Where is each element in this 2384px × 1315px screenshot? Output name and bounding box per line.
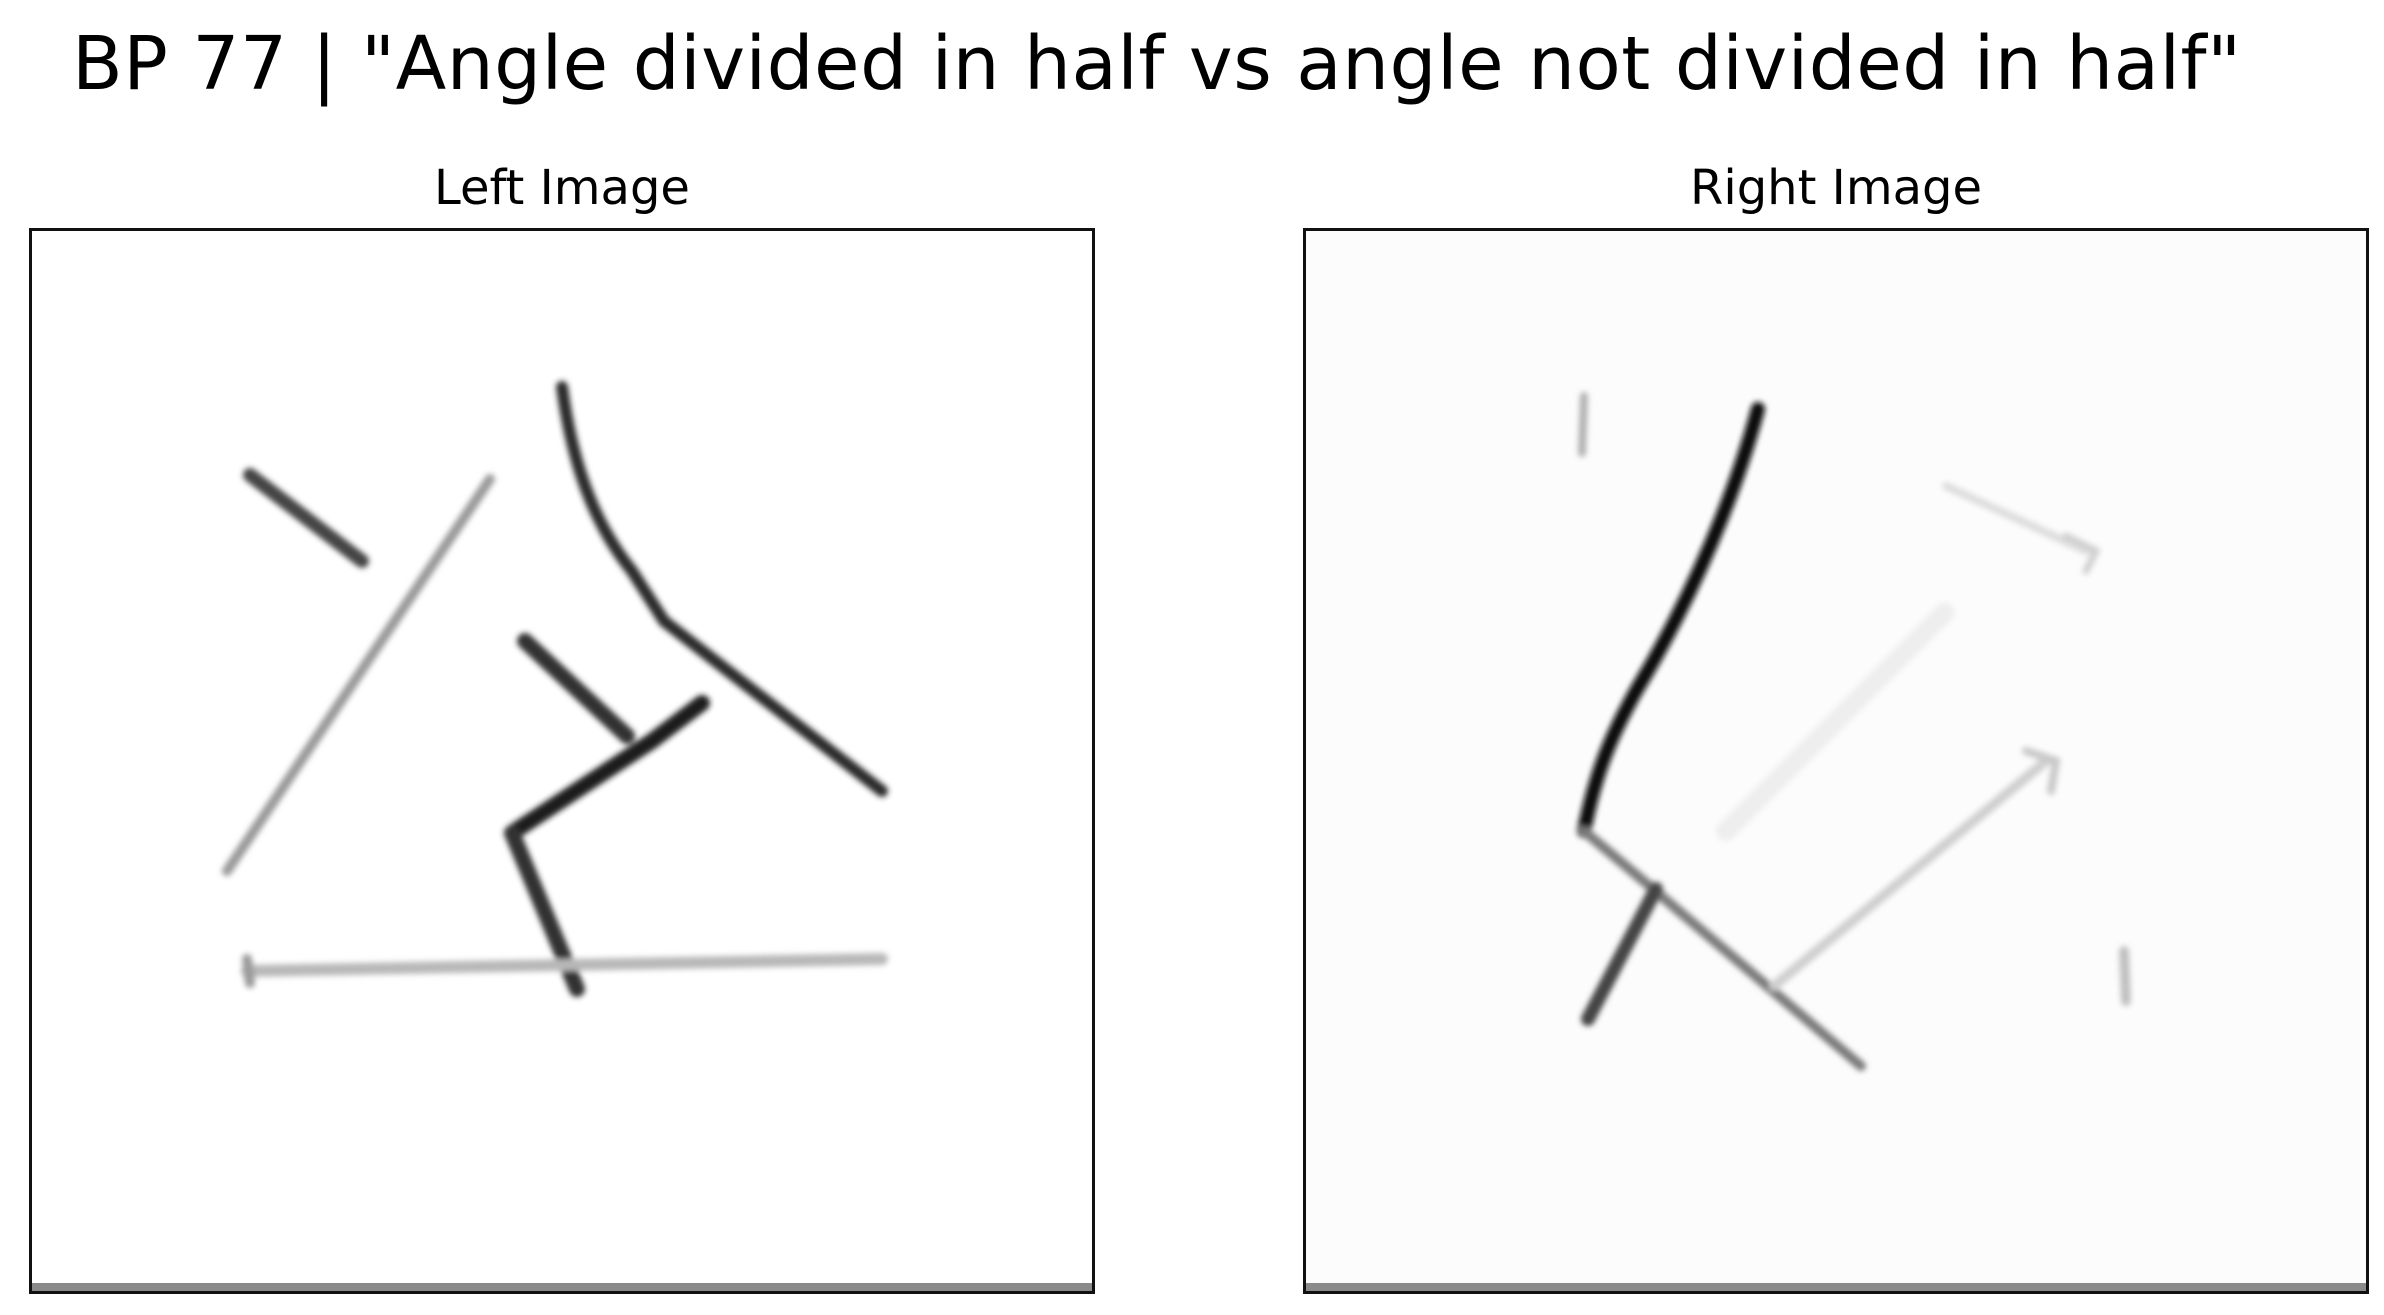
stroke-bottom-line: [241, 953, 888, 977]
stroke-short-diagonal: [243, 468, 369, 568]
stroke-inner-upper-arm: [517, 633, 635, 744]
left-panel-bottom-edge: [32, 1283, 1092, 1291]
left-image-sketch: [222, 381, 888, 997]
right-image-sketch: [1577, 392, 2131, 1071]
stroke-inner-bisector: [504, 695, 710, 841]
stroke-faint-diagonal: [1769, 756, 2051, 991]
stroke-faint-top-right: [1942, 482, 2090, 555]
left-panel-title: Left Image: [434, 160, 690, 216]
stroke-lower-left-arm: [1581, 882, 1663, 1026]
right-panel-bottom-edge: [1306, 1283, 2366, 1291]
stroke-faint-tick-bottom: [2119, 946, 2131, 1006]
figure-title: BP 77 | "Angle divided in half vs angle …: [72, 21, 2242, 107]
right-panel-title: Right Image: [1690, 160, 1982, 216]
stroke-vertex-right-arm: [1579, 826, 1866, 1071]
stroke-curved-right: [556, 381, 888, 797]
stroke-long-dark: [1577, 402, 1765, 838]
left-image-panel: [29, 228, 1095, 1294]
right-image-panel: [1303, 228, 2369, 1294]
stroke-faint-tick-top: [1578, 392, 1588, 457]
stroke-long-left-diagonal: [222, 474, 495, 876]
